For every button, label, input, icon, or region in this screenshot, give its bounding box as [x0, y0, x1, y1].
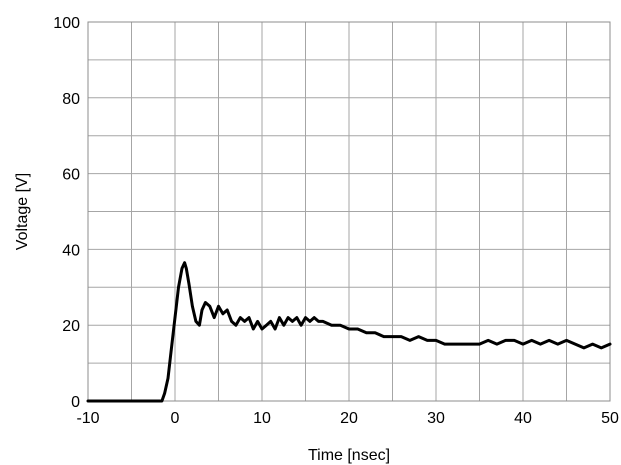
- y-tick-label: 40: [62, 242, 80, 259]
- y-tick-label: 100: [53, 15, 80, 32]
- y-tick-label: 80: [62, 91, 80, 108]
- x-tick-label: 20: [340, 410, 358, 427]
- series-layer: [86, 261, 612, 403]
- y-tick-label: 20: [62, 318, 80, 335]
- y-tick-labels: 0 20 40 60 80 100: [53, 15, 80, 411]
- y-axis-title: Voltage [V]: [14, 173, 31, 250]
- y-tick-label: 0: [71, 394, 80, 411]
- plot-area-frame: [87, 21, 611, 402]
- y-tick-label: 60: [62, 167, 80, 184]
- x-tick-labels: -10 0 10 20 30 40 50: [76, 410, 619, 427]
- x-tick-label: -10: [76, 410, 99, 427]
- series-line: [86, 261, 612, 403]
- x-tick-label: 40: [514, 410, 532, 427]
- x-tick-label: 30: [427, 410, 445, 427]
- x-tick-label: 0: [171, 410, 180, 427]
- x-tick-label: 50: [601, 410, 619, 427]
- x-axis-title: Time [nsec]: [308, 447, 390, 464]
- x-tick-label: 10: [253, 410, 271, 427]
